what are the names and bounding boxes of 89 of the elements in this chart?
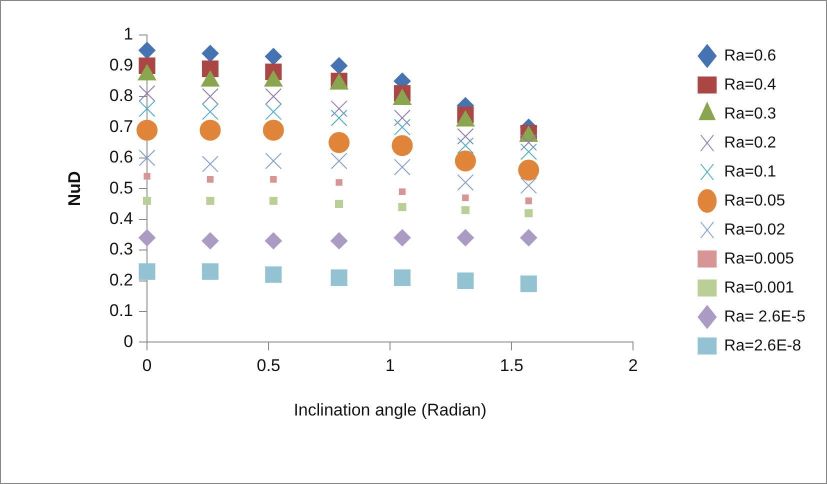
legend-label: Ra=0.1: [724, 163, 776, 180]
y-tick-label: 0.9: [109, 55, 134, 74]
point: [394, 269, 411, 286]
point: [206, 196, 214, 205]
point: [138, 263, 156, 280]
point: [136, 120, 158, 141]
point: [202, 156, 219, 172]
point: [265, 104, 282, 120]
point: [457, 174, 474, 191]
y-tick-label: 0.7: [109, 116, 134, 136]
point: [335, 200, 344, 208]
point: [202, 232, 219, 250]
point: [264, 232, 282, 250]
y-tick-label: 1: [124, 24, 134, 44]
point: [524, 209, 533, 218]
legend-label: Ra=0.005: [724, 250, 794, 268]
point: [202, 263, 219, 280]
point: [336, 179, 342, 186]
y-tick-label: 0.3: [109, 240, 134, 259]
point: [202, 88, 219, 105]
y-tick-label: 0.8: [109, 86, 134, 106]
y-axis-title: NuD: [64, 171, 84, 206]
point: [520, 229, 538, 246]
point: [520, 134, 537, 151]
legend-label: Ra= 2.6E-5: [724, 308, 806, 326]
point: [138, 100, 156, 118]
point: [457, 137, 474, 154]
y-tick-label: 0.5: [109, 178, 134, 198]
point: [202, 104, 219, 120]
legend-label: Ra=0.001: [724, 279, 794, 296]
y-tick-label: 0.1: [109, 301, 134, 320]
legend-label: Ra=0.2: [724, 134, 776, 152]
point: [454, 150, 476, 172]
point: [200, 120, 221, 141]
point: [138, 42, 156, 59]
point: [456, 229, 474, 246]
point: [328, 132, 350, 154]
point: [394, 229, 411, 246]
x-tick-label: 0.5: [256, 356, 280, 376]
legend-label: Ra=0.4: [724, 76, 776, 94]
point: [525, 198, 532, 204]
point: [330, 57, 348, 74]
point: [206, 176, 214, 183]
point: [520, 143, 537, 160]
point: [394, 118, 411, 136]
point: [394, 110, 411, 126]
point: [462, 194, 469, 202]
point: [265, 152, 282, 170]
legend-label: Ra=0.05: [724, 192, 786, 210]
y-tick-label: 0: [124, 332, 134, 351]
y-tick-label: 0.4: [109, 209, 134, 228]
point: [144, 172, 150, 180]
point: [142, 196, 152, 205]
point: [269, 196, 278, 205]
point: [265, 266, 282, 283]
x-tick-label: 1.5: [500, 356, 524, 376]
x-tick-label: 1: [385, 356, 395, 376]
point: [518, 160, 540, 181]
legend-label: Ra=0.6: [724, 47, 776, 64]
point: [330, 152, 348, 170]
legend-label: Ra=2.6E-8: [724, 337, 802, 354]
point: [330, 232, 348, 250]
point: [270, 176, 277, 183]
point: [330, 100, 348, 118]
x-tick-label: 0: [142, 356, 152, 376]
point: [398, 202, 406, 212]
point: [264, 48, 282, 66]
y-tick-label: 0.2: [109, 270, 134, 290]
x-axis-title: Inclination angle (Radian): [294, 400, 486, 420]
point: [202, 44, 219, 62]
legend-label: Ra=0.02: [724, 221, 786, 238]
point: [138, 229, 156, 246]
point: [138, 85, 156, 102]
point: [520, 276, 537, 292]
point: [138, 150, 156, 166]
point: [457, 128, 474, 145]
point: [330, 110, 348, 126]
y-tick-label: 0.6: [109, 148, 134, 167]
legend-label: Ra=0.3: [724, 105, 776, 122]
point: [330, 269, 348, 286]
point: [265, 88, 282, 105]
point: [394, 158, 411, 176]
point: [398, 188, 406, 195]
x-tick-label: 2: [628, 356, 638, 376]
point: [457, 272, 474, 290]
point: [262, 120, 284, 141]
point: [520, 177, 537, 194]
point: [461, 206, 470, 214]
point: [392, 135, 413, 156]
